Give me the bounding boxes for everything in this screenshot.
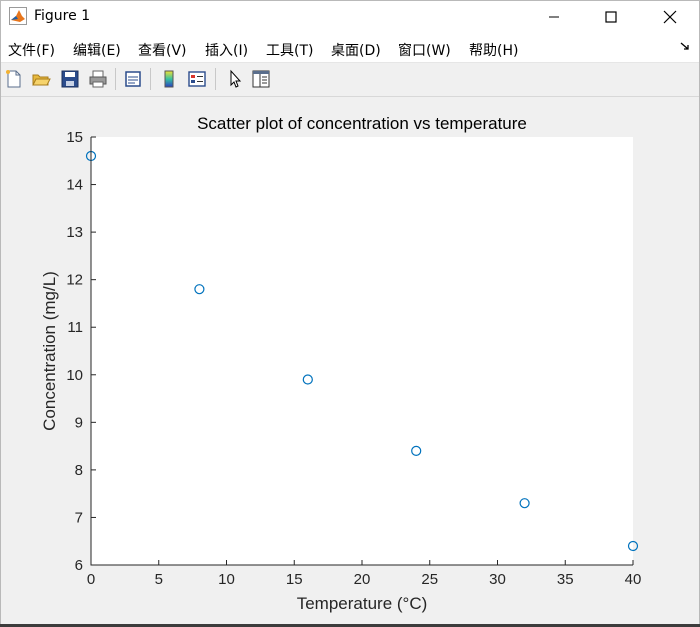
y-tick-label: 15 — [66, 129, 83, 146]
x-tick-label: 25 — [421, 571, 438, 588]
toolbar-separator — [215, 68, 216, 90]
x-tick-label: 5 — [155, 571, 163, 588]
colorbar-button[interactable] — [157, 67, 181, 91]
axis-lines — [90, 137, 633, 566]
y-tick-label: 12 — [66, 272, 83, 289]
menu-tools[interactable]: 工具(T) — [266, 43, 314, 59]
title-bar: Figure 1 — [1, 1, 699, 32]
y-tick-label: 14 — [66, 177, 83, 194]
data-point[interactable] — [411, 445, 422, 456]
menu-view[interactable]: 查看(V) — [138, 43, 187, 59]
data-point[interactable] — [302, 374, 313, 385]
menu-edit[interactable]: 编辑(E) — [73, 43, 121, 59]
toolbar-separator — [115, 68, 116, 90]
property-editor-icon — [252, 70, 270, 88]
x-tick-label: 30 — [489, 571, 506, 588]
toolbar — [1, 63, 699, 97]
y-tick-label: 8 — [75, 462, 83, 479]
x-tick-label: 20 — [354, 571, 371, 588]
print-preview-icon — [125, 71, 141, 87]
menu-bar: 文件(F) 编辑(E) 查看(V) 插入(I) 工具(T) 桌面(D) 窗口(W… — [1, 32, 699, 63]
save-button[interactable] — [58, 67, 82, 91]
legend-icon — [188, 71, 206, 87]
toolbar-separator — [150, 68, 151, 90]
x-tick-label: 40 — [625, 571, 642, 588]
open-file-icon — [32, 74, 51, 86]
menu-file[interactable]: 文件(F) — [8, 43, 55, 59]
x-axis-label: Temperature (°C) — [297, 594, 428, 613]
data-point[interactable] — [519, 498, 530, 509]
y-tick-label: 11 — [67, 319, 83, 336]
chart-title: Scatter plot of concentration vs tempera… — [197, 114, 527, 133]
legend-button[interactable] — [185, 67, 209, 91]
pointer-button[interactable] — [223, 67, 247, 91]
data-point[interactable] — [194, 284, 205, 295]
matlab-icon — [9, 7, 27, 25]
print-preview-button[interactable] — [121, 67, 145, 91]
maximize-button[interactable] — [588, 1, 634, 32]
x-tick-label: 10 — [218, 571, 235, 588]
y-axis-label: Concentration (mg/L) — [40, 271, 59, 431]
figure-canvas: 0 5 10 15 20 25 30 35 40 6 7 8 9 10 11 12 13 14 15 Scatter… — [1, 97, 699, 626]
open-file-button[interactable] — [29, 67, 53, 91]
menu-insert[interactable]: 插入(I) — [205, 43, 249, 59]
menu-desktop[interactable]: 桌面(D) — [331, 43, 381, 59]
new-figure-button[interactable] — [2, 67, 26, 91]
property-editor-button[interactable] — [249, 67, 273, 91]
taskbar-edge — [0, 624, 700, 627]
x-tick-label: 0 — [87, 571, 95, 588]
menu-help[interactable]: 帮助(H) — [469, 43, 519, 59]
y-tick-label: 6 — [75, 557, 83, 574]
y-tick-label: 9 — [75, 414, 83, 431]
save-icon — [61, 70, 79, 88]
minimize-button[interactable] — [531, 1, 577, 32]
y-tick-label: 13 — [66, 224, 83, 241]
print-button[interactable] — [86, 67, 110, 91]
plot-area[interactable] — [91, 137, 633, 565]
y-tick-label: 7 — [75, 509, 83, 526]
print-icon — [89, 70, 107, 88]
menu-window[interactable]: 窗口(W) — [398, 43, 451, 59]
pointer-icon — [230, 69, 242, 88]
dock-arrow-icon[interactable] — [679, 40, 691, 52]
close-button[interactable] — [647, 1, 693, 32]
maximize-icon — [605, 10, 617, 23]
new-figure-icon — [6, 70, 21, 88]
x-tick-label: 15 — [286, 571, 303, 588]
x-tick-label: 35 — [557, 571, 574, 588]
y-tick-label: 10 — [66, 367, 83, 384]
data-point[interactable] — [627, 540, 639, 552]
colorbar-icon — [164, 70, 174, 88]
scatter-chart[interactable]: 0 5 10 15 20 25 30 35 40 6 7 8 9 10 11 12 13 14 15 Scatter… — [1, 97, 699, 626]
close-icon — [663, 10, 677, 23]
window-title: Figure 1 — [34, 8, 91, 24]
minimize-icon — [549, 16, 559, 17]
